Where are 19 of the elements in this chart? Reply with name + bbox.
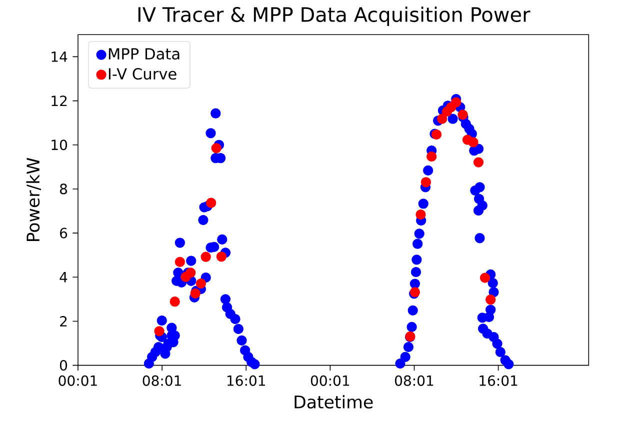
x-tick-label: 16:01 [480,375,518,386]
x-tick-label: 00:01 [310,375,350,386]
x-axis-title: Datetime [294,395,373,409]
y-tick-label: 2 [60,316,67,326]
x-tick-label: 16:01 [227,375,265,386]
y-tick-label: 12 [52,96,67,106]
y-tick-label: 0 [60,360,68,371]
y-tick-label: 4 [60,272,68,282]
x-tick-label: 08:01 [142,375,181,386]
x-tick-label: 00:01 [58,375,97,386]
y-tick-label: 14 [52,52,68,62]
legend-label: I-V Curve [108,68,176,80]
y-tick-label: 10 [52,140,68,150]
legend-label: MPP Data [108,48,180,60]
y-tick-label: 6 [60,228,68,238]
y-axis-title: Power/kW [26,158,41,242]
x-tick-label: 08:01 [394,375,434,386]
y-tick-label: 8 [60,184,67,194]
chart-title: IV Tracer & MPP Data Acquisition Power [138,6,530,26]
